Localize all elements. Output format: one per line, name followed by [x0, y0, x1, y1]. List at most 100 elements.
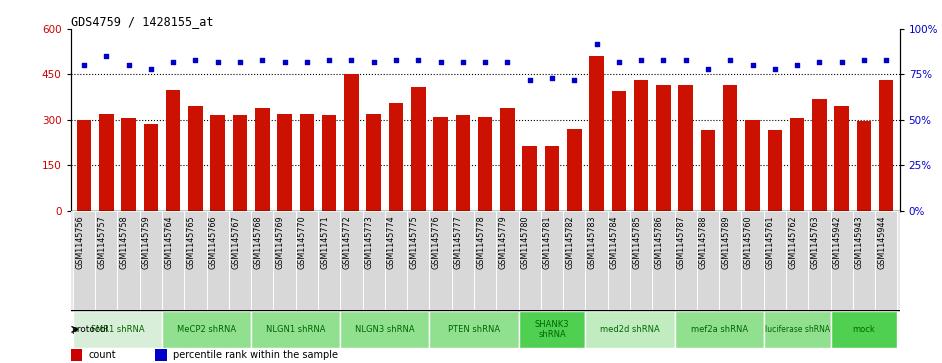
- Bar: [252, 311, 340, 348]
- Text: GSM1145781: GSM1145781: [543, 216, 552, 269]
- Bar: [831, 211, 853, 310]
- Bar: [496, 211, 518, 310]
- Point: [76, 62, 91, 68]
- Bar: [73, 211, 95, 310]
- Point: [122, 62, 137, 68]
- Bar: [273, 211, 296, 310]
- Bar: [277, 114, 292, 211]
- Bar: [318, 211, 340, 310]
- Text: protocol: protocol: [71, 325, 108, 334]
- Bar: [563, 211, 585, 310]
- Point: [634, 57, 649, 63]
- Text: GSM1145779: GSM1145779: [498, 216, 508, 269]
- Bar: [411, 86, 426, 211]
- Bar: [363, 211, 385, 310]
- Bar: [764, 311, 831, 348]
- Bar: [166, 90, 181, 211]
- Point: [834, 59, 849, 65]
- Point: [812, 59, 827, 65]
- Bar: [701, 130, 715, 211]
- Bar: [474, 211, 496, 310]
- Text: GSM1145774: GSM1145774: [387, 216, 396, 269]
- Point: [789, 62, 804, 68]
- Bar: [389, 103, 403, 211]
- Text: GSM1145777: GSM1145777: [454, 216, 463, 269]
- Bar: [233, 115, 247, 211]
- Bar: [155, 349, 168, 360]
- Text: GSM1145761: GSM1145761: [766, 216, 775, 269]
- Bar: [518, 311, 585, 348]
- Bar: [523, 146, 537, 211]
- Bar: [831, 311, 898, 348]
- Text: GSM1145778: GSM1145778: [476, 216, 485, 269]
- Bar: [674, 311, 764, 348]
- Text: NLGN3 shRNA: NLGN3 shRNA: [355, 325, 414, 334]
- Bar: [835, 106, 849, 211]
- Text: MeCP2 shRNA: MeCP2 shRNA: [177, 325, 236, 334]
- Text: GSM1145942: GSM1145942: [833, 216, 841, 269]
- Text: GSM1145770: GSM1145770: [298, 216, 307, 269]
- Text: GSM1145764: GSM1145764: [164, 216, 173, 269]
- Bar: [567, 129, 581, 211]
- Bar: [229, 211, 252, 310]
- Text: mock: mock: [853, 325, 875, 334]
- Text: GSM1145769: GSM1145769: [276, 216, 284, 269]
- Text: GSM1145766: GSM1145766: [209, 216, 218, 269]
- Bar: [674, 211, 697, 310]
- Text: GSM1145784: GSM1145784: [609, 216, 619, 269]
- Bar: [634, 81, 648, 211]
- Point: [433, 59, 448, 65]
- Bar: [99, 114, 114, 211]
- Bar: [590, 56, 604, 211]
- Text: GSM1145775: GSM1145775: [409, 216, 418, 269]
- Bar: [452, 211, 474, 310]
- Text: SHANK3
shRNA: SHANK3 shRNA: [535, 320, 569, 339]
- Bar: [723, 85, 738, 211]
- Bar: [300, 114, 314, 211]
- Point: [143, 66, 158, 72]
- Point: [277, 59, 292, 65]
- Point: [254, 57, 269, 63]
- Point: [187, 57, 203, 63]
- Point: [723, 57, 738, 63]
- Text: GSM1145765: GSM1145765: [187, 216, 195, 269]
- Point: [99, 53, 114, 59]
- Bar: [344, 74, 359, 211]
- Text: GSM1145773: GSM1145773: [365, 216, 374, 269]
- Bar: [741, 211, 764, 310]
- Point: [388, 57, 403, 63]
- Text: GSM1145768: GSM1145768: [253, 216, 262, 269]
- Bar: [255, 108, 269, 211]
- Bar: [430, 211, 452, 310]
- Point: [500, 59, 515, 65]
- Bar: [407, 211, 430, 310]
- Point: [455, 59, 470, 65]
- Bar: [789, 118, 804, 211]
- Text: GSM1145943: GSM1145943: [855, 216, 864, 269]
- Text: GSM1145785: GSM1145785: [632, 216, 642, 269]
- Bar: [611, 91, 626, 211]
- Bar: [500, 108, 514, 211]
- Point: [656, 57, 671, 63]
- Point: [856, 57, 871, 63]
- Text: count: count: [89, 350, 116, 360]
- Text: FMR1 shRNA: FMR1 shRNA: [90, 325, 144, 334]
- Point: [366, 59, 382, 65]
- Text: GSM1145760: GSM1145760: [743, 216, 753, 269]
- Point: [344, 57, 359, 63]
- Point: [233, 59, 248, 65]
- Text: GSM1145767: GSM1145767: [231, 216, 240, 269]
- Bar: [768, 130, 782, 211]
- Bar: [585, 311, 674, 348]
- Point: [166, 59, 181, 65]
- Text: GSM1145759: GSM1145759: [142, 216, 151, 269]
- Text: GSM1145789: GSM1145789: [722, 216, 730, 269]
- Text: GSM1145776: GSM1145776: [431, 216, 441, 269]
- Text: GSM1145786: GSM1145786: [655, 216, 663, 269]
- Bar: [879, 81, 893, 211]
- Bar: [853, 211, 875, 310]
- Bar: [385, 211, 407, 310]
- Bar: [808, 211, 831, 310]
- Text: med2d shRNA: med2d shRNA: [600, 325, 659, 334]
- Bar: [433, 117, 447, 211]
